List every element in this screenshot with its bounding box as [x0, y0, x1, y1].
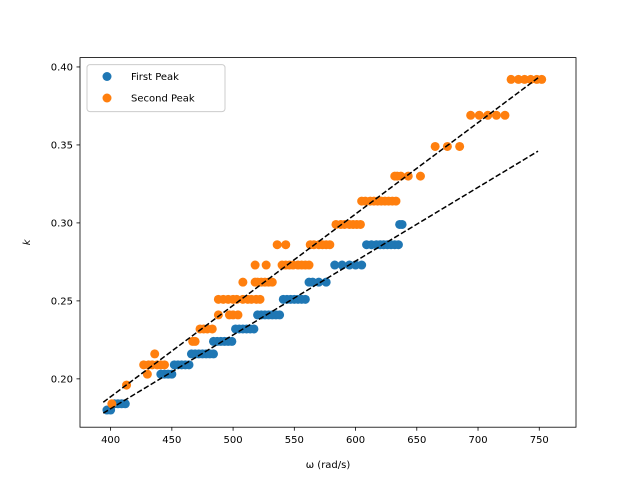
series-0-point-51: [321, 277, 331, 287]
y-tick-label-2: 0.30: [51, 219, 73, 230]
y-tick-label-3: 0.35: [51, 141, 73, 152]
legend-marker-0: [102, 72, 112, 81]
legend-label-1: Second Peak: [131, 94, 195, 105]
legend-label-0: First Peak: [131, 72, 179, 83]
series-1-point-54: [325, 240, 335, 250]
series-1-point-71: [391, 196, 401, 206]
series-1-point-48: [304, 260, 314, 270]
series-1-point-81: [474, 110, 484, 120]
series-1-point-80: [466, 110, 476, 120]
series-0-point-52: [330, 260, 340, 270]
series-1-point-38: [261, 260, 271, 270]
axes-frame: [79, 57, 577, 428]
series-1-point-36: [267, 277, 277, 287]
fit-line-0: [102, 150, 539, 414]
series-1-point-15: [207, 324, 217, 334]
series-0-point-65: [393, 240, 403, 250]
series-1-point-24: [233, 310, 243, 320]
series-1-point-30: [255, 294, 265, 304]
series-1-point-9: [160, 360, 169, 370]
x-tick-label-1: 450: [162, 435, 181, 446]
series-1-point-85: [506, 74, 516, 84]
y-tick-label-1: 0.25: [51, 296, 73, 307]
legend-marker-1: [102, 93, 112, 103]
series-1-point-37: [250, 260, 260, 270]
y-axis-label: k: [22, 238, 33, 245]
legend-box: [86, 64, 226, 113]
series-0-point-27: [227, 336, 237, 346]
series-1-point-90: [537, 74, 547, 84]
x-tick-label-5: 650: [407, 435, 426, 446]
series-0-point-67: [397, 219, 407, 229]
x-tick-label-3: 550: [285, 435, 304, 446]
series-0-point-56: [357, 260, 367, 270]
series-1-point-40: [281, 240, 291, 250]
series-0-point-33: [249, 324, 259, 334]
x-tick-label-2: 500: [224, 435, 243, 446]
series-1-point-77: [430, 141, 440, 151]
series-1-point-76: [415, 171, 425, 181]
plot-area: [102, 74, 547, 415]
y-tick-label-0: 0.20: [51, 374, 73, 385]
series-1-point-11: [190, 336, 200, 346]
series-0-point-5: [120, 399, 130, 409]
series-1-point-61: [355, 219, 365, 229]
series-1-point-78: [442, 141, 452, 151]
series-1-point-79: [455, 141, 465, 151]
series-1-point-83: [491, 110, 501, 120]
x-tick-label-4: 600: [346, 435, 365, 446]
series-1-point-25: [238, 277, 248, 287]
fit-line-1: [102, 77, 539, 403]
series-1-point-39: [272, 240, 282, 250]
series-1-point-6: [150, 349, 160, 359]
series-1-point-16: [213, 310, 223, 320]
y-tick-label-4: 0.40: [51, 63, 73, 74]
x-tick-label-7: 750: [530, 435, 549, 446]
series-0-point-21: [208, 349, 218, 359]
x-axis-label: ω (rad/s): [306, 460, 351, 471]
x-tick-label-0: 400: [101, 435, 120, 446]
series-0-point-47: [300, 294, 310, 304]
series-0-point-40: [275, 310, 285, 320]
series-1-point-84: [500, 110, 510, 120]
x-tick-label-6: 700: [468, 435, 487, 446]
legend: First Peak Second Peak: [86, 64, 226, 113]
series-0-point-9: [167, 369, 177, 379]
axis-ticks: 400 450 500 550 600 650 700 750 0.20 0.25 0.30 0.35…: [51, 63, 549, 447]
